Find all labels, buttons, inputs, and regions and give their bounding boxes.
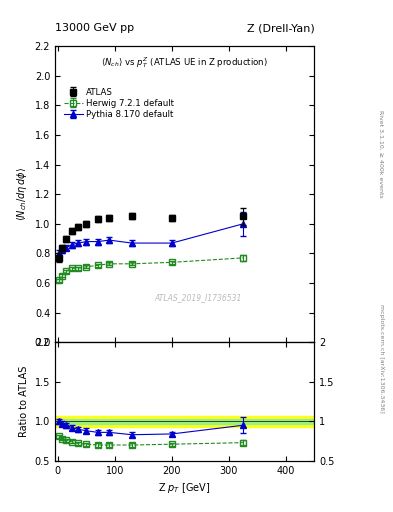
- Text: mcplots.cern.ch [arXiv:1306.3436]: mcplots.cern.ch [arXiv:1306.3436]: [379, 304, 384, 413]
- Y-axis label: $\langle N_{ch}/d\eta\, d\phi\rangle$: $\langle N_{ch}/d\eta\, d\phi\rangle$: [15, 167, 29, 221]
- Text: Rivet 3.1.10, ≥ 400k events: Rivet 3.1.10, ≥ 400k events: [379, 110, 384, 198]
- Text: Z (Drell-Yan): Z (Drell-Yan): [247, 23, 314, 33]
- X-axis label: Z $p_T$ [GeV]: Z $p_T$ [GeV]: [158, 481, 211, 495]
- Bar: [55, 419, 314, 423]
- Legend: ATLAS, Herwig 7.2.1 default, Pythia 8.170 default: ATLAS, Herwig 7.2.1 default, Pythia 8.17…: [62, 86, 176, 121]
- Y-axis label: Ratio to ATLAS: Ratio to ATLAS: [19, 366, 29, 437]
- Text: ATLAS_2019_I1736531: ATLAS_2019_I1736531: [154, 293, 241, 303]
- Text: 13000 GeV pp: 13000 GeV pp: [55, 23, 134, 33]
- Bar: [55, 416, 314, 427]
- Text: $\langle N_{ch}\rangle$ vs $p_T^Z$ (ATLAS UE in Z production): $\langle N_{ch}\rangle$ vs $p_T^Z$ (ATLA…: [101, 55, 268, 70]
